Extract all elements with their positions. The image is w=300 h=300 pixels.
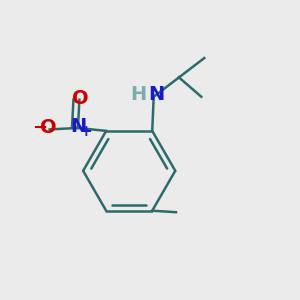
Text: −: − [33, 119, 48, 137]
Text: O: O [40, 118, 56, 137]
Text: N: N [148, 85, 165, 104]
Text: O: O [72, 89, 88, 108]
Text: +: + [80, 124, 93, 139]
Text: H: H [130, 85, 146, 104]
Text: N: N [71, 117, 87, 136]
